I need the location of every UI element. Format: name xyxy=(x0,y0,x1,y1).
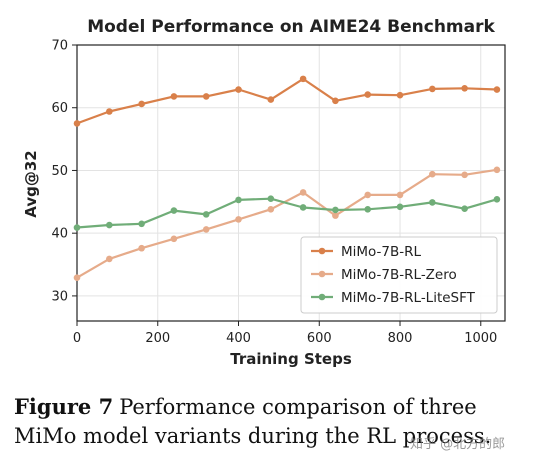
data-point xyxy=(73,274,81,282)
data-point xyxy=(170,93,178,100)
legend-item: MiMo-7B-RL-LiteSFT xyxy=(311,290,476,306)
legend-label: MiMo-7B-RL-Zero xyxy=(341,267,457,283)
axes: 0 200 400 600 800 1000 30 40 50 60 70 xyxy=(51,39,506,346)
data-point xyxy=(364,191,372,199)
x-tick-label: 1000 xyxy=(464,331,497,346)
chart-title: Model Performance on AIME24 Benchmark xyxy=(87,17,495,37)
data-point xyxy=(267,206,275,213)
series-mimo-7b-rl xyxy=(73,75,501,127)
series-mimo-7b-rl-litesft xyxy=(73,195,501,231)
data-point xyxy=(202,211,210,218)
data-point xyxy=(170,235,178,243)
legend-box xyxy=(300,236,498,314)
data-point xyxy=(461,84,468,92)
x-tick-label: 400 xyxy=(226,331,251,346)
data-point xyxy=(332,212,339,219)
data-point xyxy=(299,204,307,211)
data-point xyxy=(267,96,275,103)
series-line xyxy=(76,77,497,125)
y-tick-label: 60 xyxy=(51,101,68,116)
y-tick-label: 40 xyxy=(51,227,68,242)
legend: MiMo-7B-RL MiMo-7B-RL-Zero MiMo-7B-RL-Lite… xyxy=(300,236,498,314)
data-point xyxy=(299,189,307,196)
legend-swatch-marker xyxy=(318,293,326,301)
legend-label: MiMo-7B-RL-LiteSFT xyxy=(341,290,476,306)
data-point xyxy=(170,207,178,214)
y-tick-label: 70 xyxy=(51,39,68,54)
data-point xyxy=(461,205,468,213)
data-point xyxy=(235,216,242,223)
data-point xyxy=(138,100,145,108)
figure-label: Figure 7 xyxy=(14,394,114,419)
data-point xyxy=(267,195,275,202)
data-point xyxy=(73,120,81,127)
legend-label: MiMo-7B-RL xyxy=(341,244,422,260)
data-point xyxy=(202,93,210,100)
data-point xyxy=(332,206,339,214)
data-point xyxy=(364,206,372,213)
figure-caption: Figure 7 Performance comparison of three … xyxy=(14,392,524,451)
data-point xyxy=(493,86,501,93)
plot-frame xyxy=(76,44,506,322)
data-point xyxy=(493,196,501,203)
x-tick-label: 0 xyxy=(73,331,81,346)
data-point xyxy=(73,224,81,231)
data-point xyxy=(429,85,436,93)
data-point xyxy=(138,244,145,252)
series-mimo-7b-rl-zero xyxy=(73,166,501,282)
data-point xyxy=(235,196,242,204)
y-tick-label: 30 xyxy=(51,289,68,304)
data-point xyxy=(235,86,242,93)
data-point xyxy=(332,97,339,105)
x-tick-label: 800 xyxy=(388,331,413,346)
line-chart: Model Performance on AIME24 Benchmark 0 2… xyxy=(22,17,506,368)
series-line xyxy=(76,197,498,229)
y-tick-label: 50 xyxy=(51,164,68,179)
data-point xyxy=(138,220,145,228)
watermark: 知乎 @北方的郎 xyxy=(410,437,506,452)
caption-text: Performance comparison of three MiMo mod… xyxy=(14,395,492,448)
legend-item: MiMo-7B-RL xyxy=(311,244,422,260)
data-point xyxy=(429,170,436,178)
x-tick-label: 600 xyxy=(307,331,332,346)
data-point xyxy=(106,255,113,263)
data-point xyxy=(429,199,436,206)
series-lines xyxy=(73,75,501,282)
legend-item: MiMo-7B-RL-Zero xyxy=(311,267,457,283)
data-point xyxy=(493,166,501,174)
legend-swatch-marker xyxy=(318,270,326,278)
data-point xyxy=(202,226,210,233)
data-point xyxy=(396,91,404,99)
data-point xyxy=(461,171,468,179)
data-point xyxy=(364,91,372,98)
data-point xyxy=(299,75,307,83)
data-point xyxy=(396,191,404,199)
legend-swatch-marker xyxy=(318,247,326,255)
data-point xyxy=(396,203,404,211)
series-line xyxy=(76,168,498,279)
y-axis-label: Avg@32 xyxy=(22,150,40,217)
x-tick-label: 200 xyxy=(145,331,170,346)
data-point xyxy=(106,108,113,115)
x-axis-label: Training Steps xyxy=(230,350,352,368)
data-point xyxy=(106,221,113,229)
